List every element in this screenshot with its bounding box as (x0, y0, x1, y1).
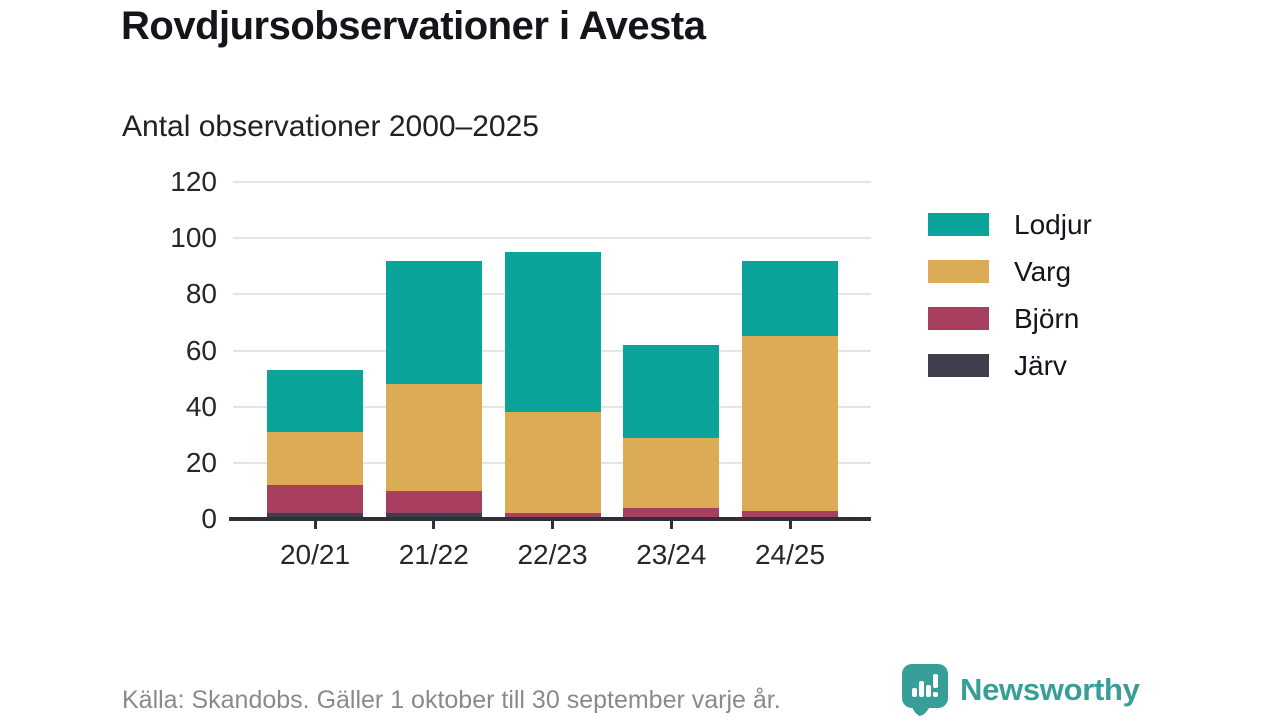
bar-segment-björn-22-23 (504, 513, 601, 519)
chart-subtitle: Antal observationer 2000–2025 (122, 110, 539, 143)
bar-segment-järv-20-21 (267, 513, 363, 519)
legend-label: Varg (1014, 256, 1072, 287)
gridline-120 (233, 181, 871, 183)
bar-segment-björn-24-25 (742, 510, 838, 519)
chart-title: Rovdjursobservationer i Avesta (121, 4, 706, 48)
bar-segment-lodjur-22-23 (504, 252, 601, 413)
y-axis-tick-label: 0 (201, 503, 217, 534)
bar-segment-järv-21-22 (385, 513, 482, 519)
legend-label: Björn (1014, 303, 1080, 334)
x-axis-label: 24/25 (754, 539, 826, 570)
bar-segment-lodjur-20-21 (267, 370, 363, 432)
bar-segment-varg-24-25 (742, 336, 838, 511)
brand-name: Newsworthy (960, 672, 1140, 707)
newsworthy-brand: Newsworthy (902, 664, 1140, 716)
bar-segment-björn-21-22 (385, 490, 482, 514)
legend-swatch-lodjur (928, 213, 989, 236)
plot-area: 0 20 40 60 80 100 120 20/21 21/22 22/23 23/24 24/25 (170, 166, 871, 570)
x-axis-label: 20/21 (279, 539, 351, 570)
gridline-100 (233, 237, 871, 240)
source-note: Källa: Skandobs. Gäller 1 oktober till 3… (122, 686, 781, 714)
newsworthy-logo-icon (902, 664, 948, 716)
x-axis-tick (551, 521, 554, 529)
legend: Lodjur Varg Björn Järv (928, 209, 1092, 401)
x-axis-tick (432, 521, 436, 529)
bar-segment-varg-20-21 (267, 431, 363, 486)
legend-swatch-varg (928, 260, 989, 283)
legend-swatch-jarv (928, 354, 989, 377)
x-axis-tick (788, 521, 792, 529)
y-axis-tick-label: 120 (170, 166, 217, 197)
y-axis-tick-label: 20 (185, 446, 217, 478)
y-axis-tick-label: 60 (185, 334, 217, 366)
legend-item-jarv: Järv (928, 350, 1092, 381)
y-axis-tick-label: 80 (185, 278, 217, 310)
x-axis-label: 21/22 (398, 539, 469, 570)
bar-segment-björn-20-21 (267, 485, 363, 514)
legend-item-bjorn: Björn (928, 303, 1092, 334)
legend-item-varg: Varg (928, 256, 1092, 287)
x-axis-line (229, 517, 871, 521)
legend-item-lodjur: Lodjur (928, 209, 1092, 240)
bar-segment-lodjur-24-25 (742, 260, 838, 337)
bar-segment-björn-23-24 (623, 507, 720, 519)
legend-label: Järv (1014, 350, 1067, 381)
bar-segment-varg-23-24 (623, 437, 720, 508)
bar-segment-lodjur-21-22 (385, 260, 482, 385)
legend-swatch-bjorn (928, 307, 989, 330)
x-axis-tick (669, 521, 673, 529)
bar-segment-lodjur-23-24 (623, 344, 720, 438)
legend-label: Lodjur (1014, 209, 1092, 240)
x-axis-label: 22/23 (517, 539, 588, 570)
y-axis-tick-label: 40 (185, 390, 217, 422)
bar-segment-varg-22-23 (504, 412, 601, 514)
x-axis-label: 23/24 (636, 539, 707, 570)
y-axis-tick-label: 100 (170, 222, 217, 254)
x-axis-tick (313, 521, 317, 529)
bar-segment-varg-21-22 (385, 384, 482, 491)
